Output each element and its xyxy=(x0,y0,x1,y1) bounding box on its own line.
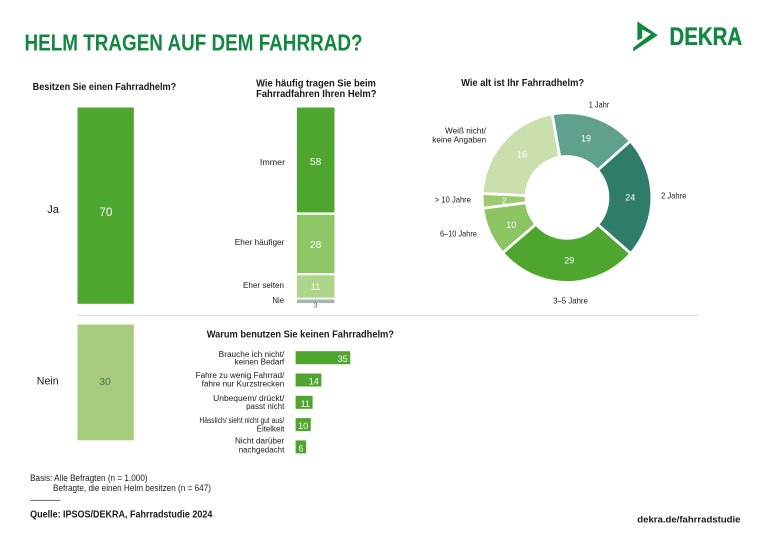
svg-text:19: 19 xyxy=(581,133,591,143)
svg-text:11: 11 xyxy=(301,399,310,409)
svg-text:fahre nur Kurzstrecken: fahre nur Kurzstrecken xyxy=(202,379,285,388)
svg-text:2: 2 xyxy=(502,195,507,205)
svg-text:24: 24 xyxy=(625,192,635,202)
svg-text:10: 10 xyxy=(298,421,308,431)
svg-text:Nie: Nie xyxy=(272,295,284,305)
svg-text:Hässlich/ sieht nicht gut aus/: Hässlich/ sieht nicht gut aus/ xyxy=(199,416,285,425)
svg-text:Fahrradfahren Ihren Helm?: Fahrradfahren Ihren Helm? xyxy=(256,89,376,100)
svg-text:Wie häufig tragen Sie beim: Wie häufig tragen Sie beim xyxy=(256,79,376,90)
svg-text:2 Jahre: 2 Jahre xyxy=(661,192,687,201)
svg-text:14: 14 xyxy=(309,377,319,387)
svg-text:Besitzen Sie einen Fahrradhelm: Besitzen Sie einen Fahrradhelm? xyxy=(33,82,177,93)
svg-text:Nicht darüber: Nicht darüber xyxy=(235,436,285,445)
svg-text:DEKRA: DEKRA xyxy=(670,22,743,50)
svg-text:Befragte, die einen Helm besit: Befragte, die einen Helm besitzen (n = 6… xyxy=(53,483,211,493)
svg-text:> 10 Jahre: > 10 Jahre xyxy=(435,196,471,205)
svg-text:nachgedacht: nachgedacht xyxy=(239,445,285,454)
svg-text:Nein: Nein xyxy=(37,376,59,388)
svg-text:Unbequem/ drückt/: Unbequem/ drückt/ xyxy=(213,394,285,403)
svg-text:Immer: Immer xyxy=(260,157,285,167)
svg-text:70: 70 xyxy=(99,205,113,219)
svg-text:6–10 Jahre: 6–10 Jahre xyxy=(440,229,477,238)
svg-text:keinen Bedarf: keinen Bedarf xyxy=(235,358,285,367)
svg-text:1 Jahr: 1 Jahr xyxy=(589,101,610,110)
svg-text:passt nicht: passt nicht xyxy=(246,402,285,411)
svg-text:Fahre zu wenig Fahrrad/: Fahre zu wenig Fahrrad/ xyxy=(196,371,285,380)
svg-text:Brauche ich nicht/: Brauche ich nicht/ xyxy=(219,350,285,359)
svg-text:Warum benutzen Sie keinen Fahr: Warum benutzen Sie keinen Fahrradhelm? xyxy=(207,329,394,340)
svg-text:Eher selten: Eher selten xyxy=(243,280,284,290)
svg-text:3: 3 xyxy=(314,301,318,310)
svg-text:30: 30 xyxy=(99,377,111,388)
svg-text:10: 10 xyxy=(506,220,516,230)
svg-text:Eher häufiger: Eher häufiger xyxy=(235,237,285,247)
svg-text:keine Angaben: keine Angaben xyxy=(432,136,486,145)
svg-text:28: 28 xyxy=(310,240,322,251)
svg-text:Ja: Ja xyxy=(47,204,60,216)
svg-text:29: 29 xyxy=(564,255,574,265)
svg-text:Eitelkeit: Eitelkeit xyxy=(257,425,285,434)
svg-text:3–5 Jahre: 3–5 Jahre xyxy=(553,297,588,306)
svg-text:6: 6 xyxy=(298,443,303,453)
svg-text:35: 35 xyxy=(338,354,348,364)
svg-text:Basis: Alle Befragten (n = 1.0: Basis: Alle Befragten (n = 1.000) xyxy=(30,473,148,483)
svg-text:Quelle: IPSOS/DEKRA, Fahrradst: Quelle: IPSOS/DEKRA, Fahrradstudie 2024 xyxy=(30,510,213,521)
svg-text:11: 11 xyxy=(311,282,320,292)
svg-text:Wie alt ist Ihr Fahrradhelm?: Wie alt ist Ihr Fahrradhelm? xyxy=(461,78,584,89)
svg-text:Weiß nicht/: Weiß nicht/ xyxy=(445,127,487,136)
svg-text:HELM TRAGEN AUF DEM FAHRRAD?: HELM TRAGEN AUF DEM FAHRRAD? xyxy=(25,30,363,56)
svg-text:16: 16 xyxy=(517,150,527,160)
svg-text:58: 58 xyxy=(310,157,322,168)
svg-text:dekra.de/fahrradstudie: dekra.de/fahrradstudie xyxy=(637,515,740,526)
